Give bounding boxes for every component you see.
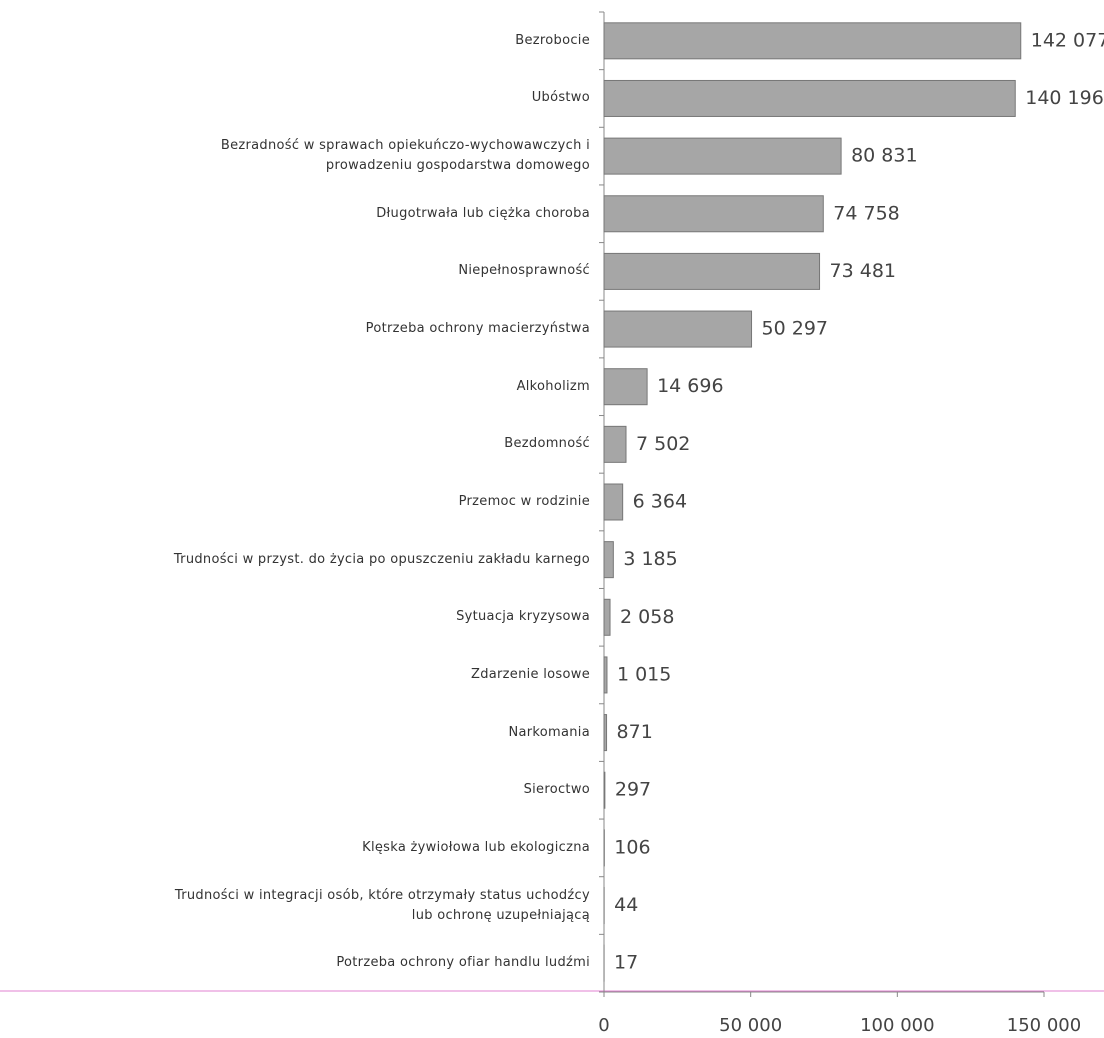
value-label: 74 758 [833, 202, 899, 224]
x-tick-label: 0 [598, 1015, 609, 1036]
bar [603, 137, 842, 175]
bar [603, 541, 614, 579]
bar [603, 368, 648, 406]
value-label: 140 196 [1025, 87, 1104, 109]
value-label: 6 364 [633, 491, 687, 513]
category-label: Długotrwała lub ciężka choroba [376, 205, 590, 221]
category-label: Potrzeba ochrony ofiar handlu ludźmi [336, 955, 590, 971]
category-label: Przemoc w rodzinie [458, 494, 590, 509]
bar [603, 598, 611, 636]
value-label: 3 185 [623, 548, 677, 570]
bar [603, 425, 627, 463]
value-label: 17 [614, 952, 638, 974]
category-label: Klęska żywiołowa lub ekologiczna [362, 839, 590, 855]
category-label: Sieroctwo [523, 782, 590, 798]
category-label: Alkoholizm [516, 378, 590, 394]
value-label: 7 502 [636, 433, 690, 455]
value-label: 14 696 [657, 375, 723, 397]
category-label: Bezdomność [504, 436, 590, 452]
category-label: Ubóstwo [531, 90, 590, 106]
value-label: 50 297 [762, 318, 828, 340]
category-label: Bezrobocie [515, 32, 590, 48]
bar [603, 771, 606, 809]
category-label: Niepełnosprawność [458, 263, 590, 279]
value-label: 142 077 [1031, 29, 1104, 51]
category-label: Bezradność w sprawach opiekuńczo-wychowa… [220, 138, 590, 174]
value-label: 73 481 [830, 260, 896, 282]
category-label: Trudności w przyst. do życia po opuszcze… [173, 551, 590, 567]
bar [603, 252, 821, 290]
x-tick-label: 100 000 [860, 1015, 934, 1036]
value-label: 80 831 [851, 145, 917, 167]
bar [603, 195, 824, 233]
bar [603, 79, 1016, 117]
category-label: Trudności w integracji osób, które otrzy… [174, 887, 590, 923]
category-label: Sytuacja kryzysowa [456, 609, 590, 625]
bar [603, 714, 608, 752]
bar [603, 310, 753, 348]
value-label: 2 058 [620, 606, 674, 628]
value-label: 297 [615, 779, 651, 801]
bar [603, 656, 608, 694]
category-label: Potrzeba ochrony macierzyństwa [365, 321, 590, 337]
value-label: 1 015 [617, 663, 671, 685]
bar [603, 483, 624, 521]
x-tick-label: 50 000 [719, 1015, 782, 1036]
value-label: 106 [614, 836, 650, 858]
bar [603, 22, 1022, 60]
category-label: Narkomania [508, 724, 590, 740]
value-label: 871 [617, 721, 653, 743]
x-tick-label: 150 000 [1007, 1015, 1081, 1036]
category-label: Zdarzenie losowe [471, 666, 590, 682]
value-label: 44 [614, 894, 638, 916]
